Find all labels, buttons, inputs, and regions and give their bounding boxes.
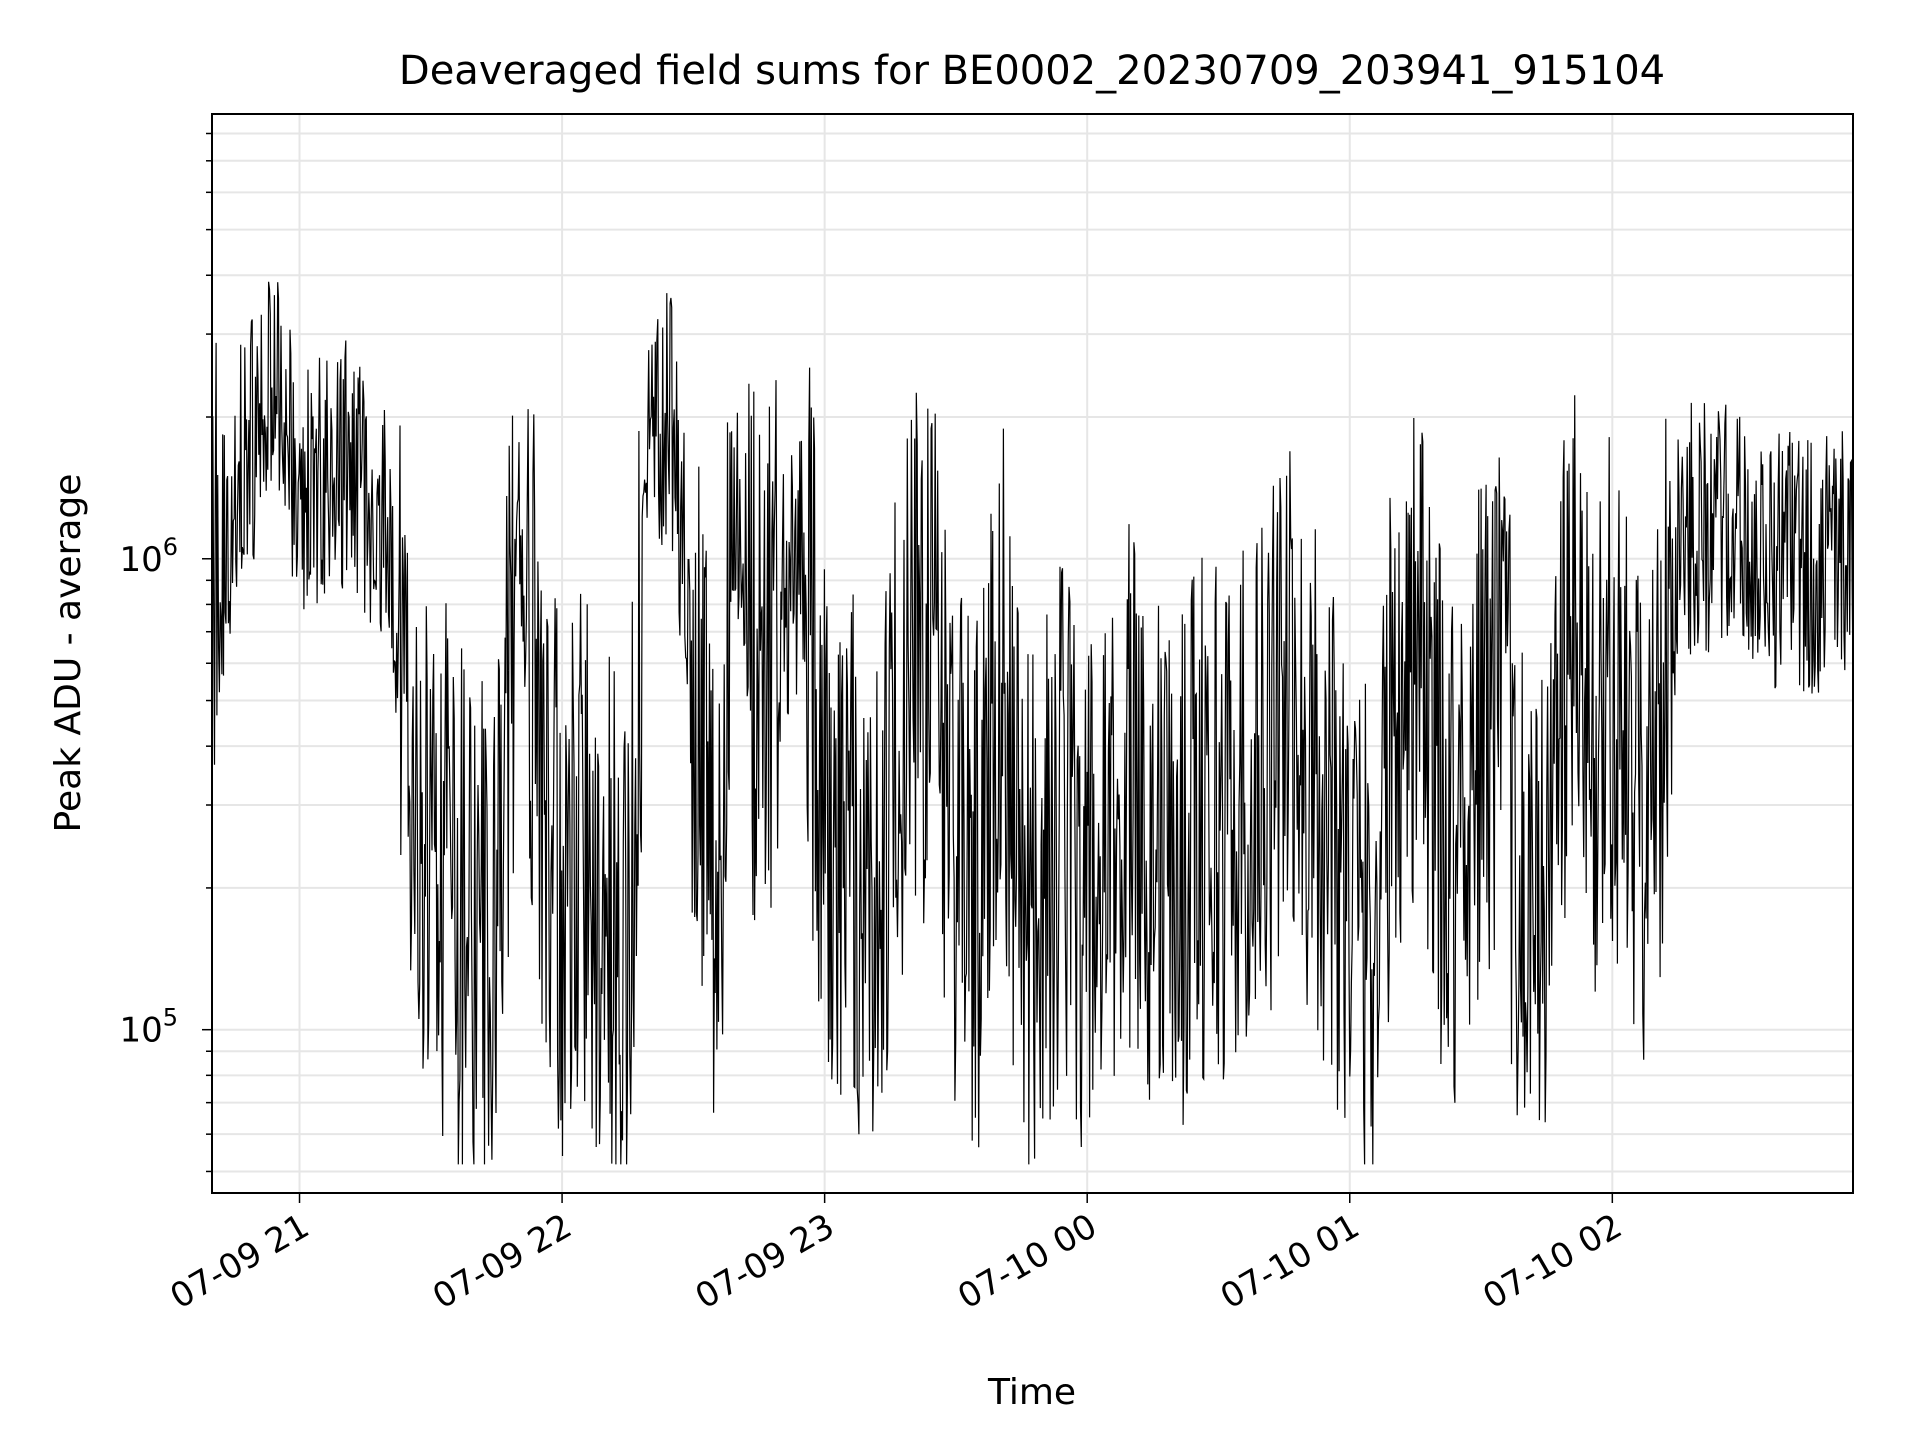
plot-frame xyxy=(211,113,1854,1194)
y-tick-label: 105 xyxy=(119,1004,178,1051)
y-axis-label: Peak ADU - average xyxy=(48,474,89,833)
x-axis-label: Time xyxy=(987,1372,1076,1413)
y-tick-label-base: 10 xyxy=(119,540,162,580)
y-tick-label-base: 10 xyxy=(119,1011,162,1051)
y-tick-label-exponent: 6 xyxy=(163,533,178,561)
y-tick-label: 106 xyxy=(119,533,178,580)
chart-title: Deaveraged field sums for BE0002_2023070… xyxy=(399,48,1665,94)
y-tick-label-exponent: 5 xyxy=(163,1004,178,1032)
series-line xyxy=(211,281,1854,1165)
